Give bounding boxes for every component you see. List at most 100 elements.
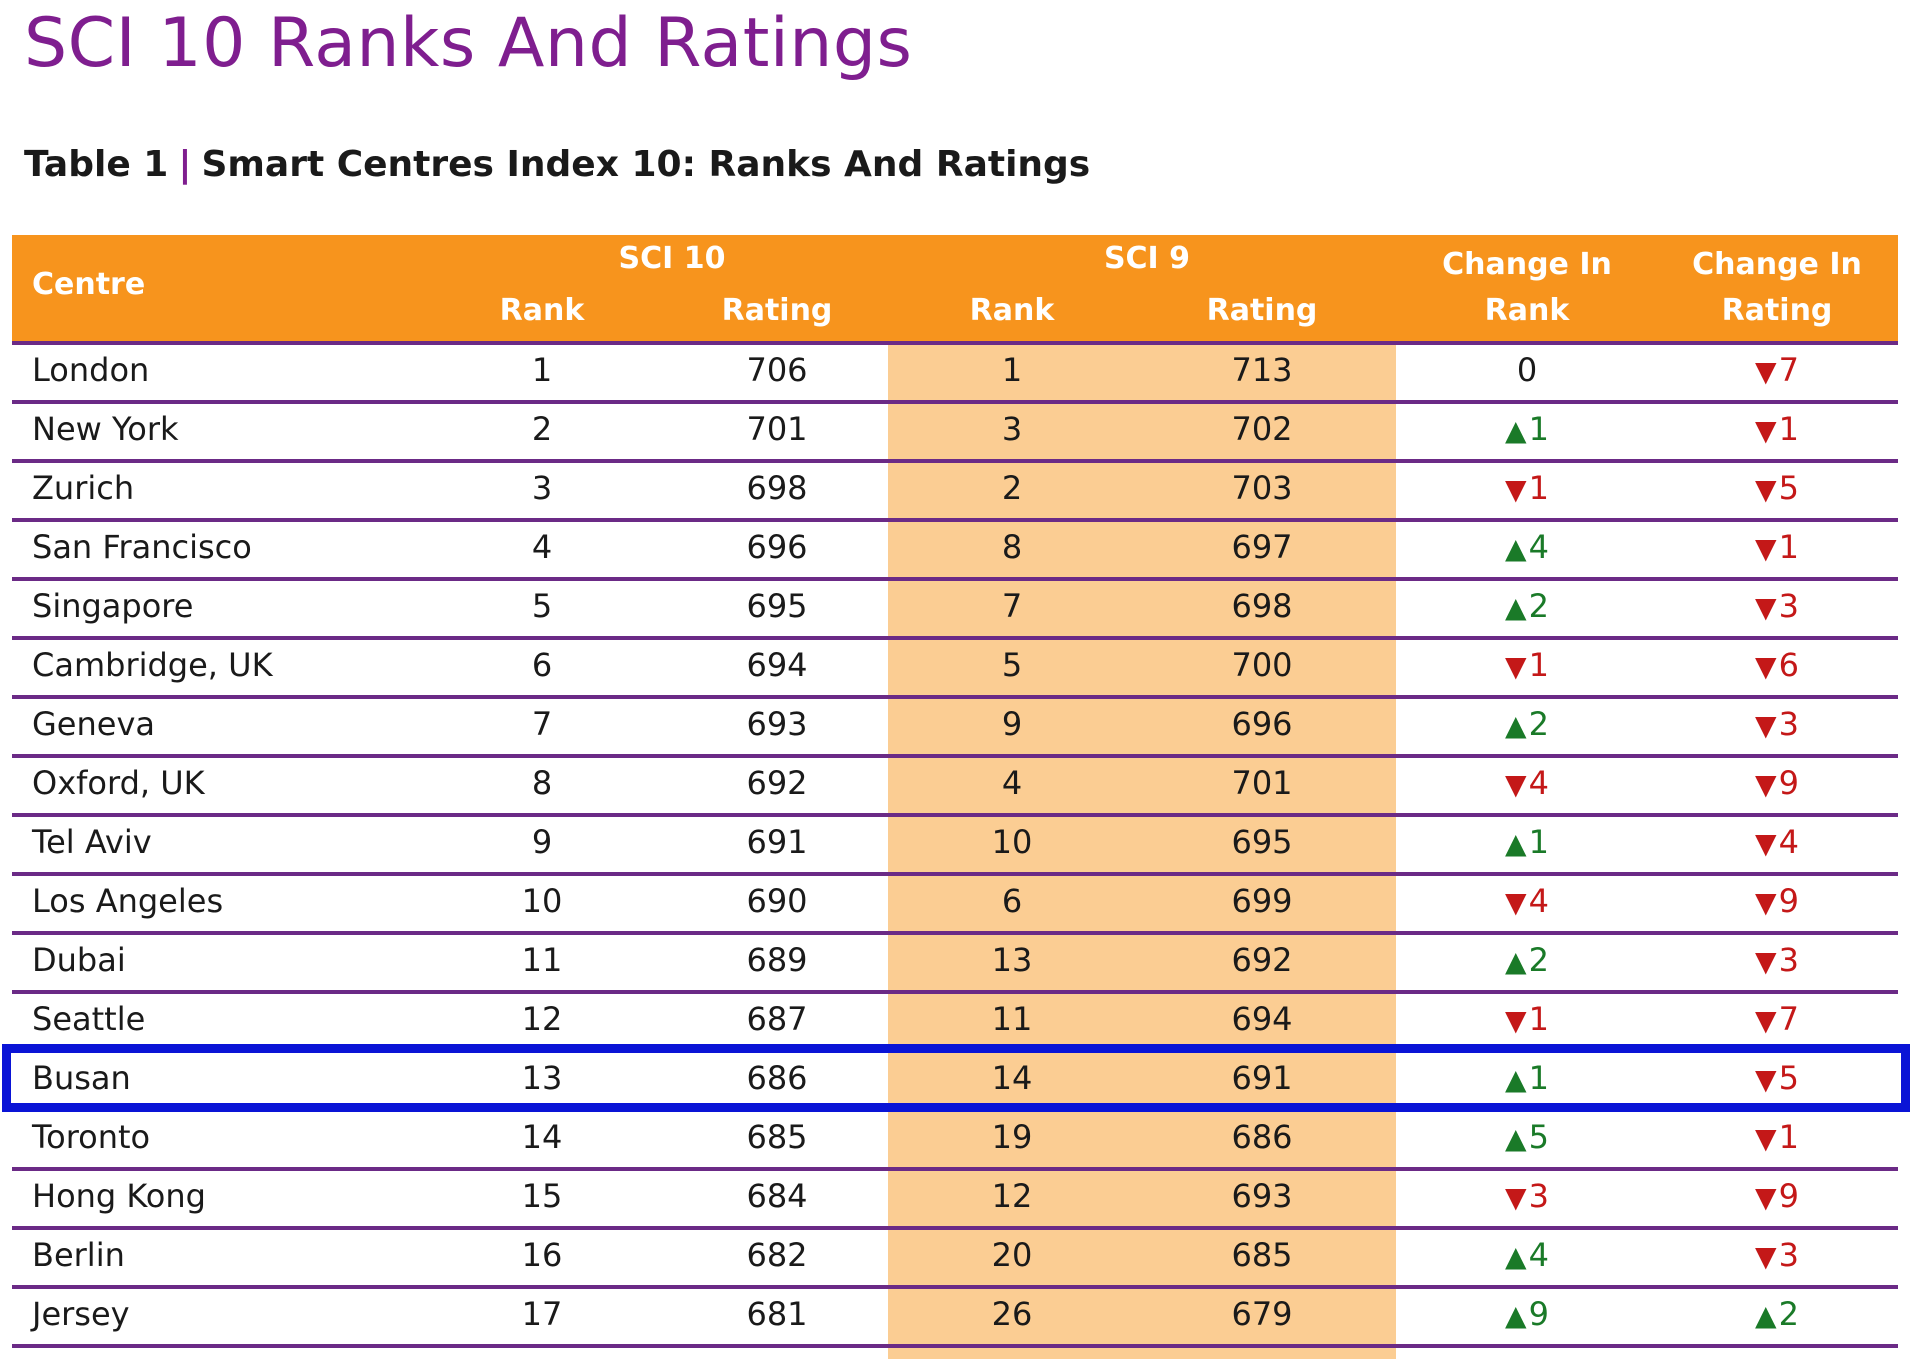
sci9-rating: 700 bbox=[1231, 646, 1293, 684]
triangle-down-icon: ▼ bbox=[1755, 827, 1777, 860]
sci9-rating: 698 bbox=[1231, 587, 1293, 625]
triangle-down-icon: ▼ bbox=[1505, 650, 1527, 683]
change-in-rating-value: 3 bbox=[1778, 1236, 1799, 1274]
header-change-rank-line2: Rank bbox=[1484, 293, 1570, 328]
triangle-down-icon: ▼ bbox=[1755, 1181, 1777, 1214]
sci9-rank: 13 bbox=[991, 941, 1033, 979]
table-row: Cambridge, UK 6 694 5 700 ▼1 ▼6 bbox=[12, 640, 1898, 699]
change-in-rating: ▼7 bbox=[1672, 1000, 1882, 1038]
sci9-rating: 697 bbox=[1231, 528, 1293, 566]
change-in-rating-value: 3 bbox=[1778, 941, 1799, 979]
change-in-rank: ▲2 bbox=[1412, 941, 1642, 979]
page-title: SCI 10 Ranks And Ratings bbox=[24, 4, 913, 83]
change-in-rank: ▼1 bbox=[1412, 1000, 1642, 1038]
change-in-rank: 0 bbox=[1412, 351, 1642, 389]
table-row: London 1 706 1 713 0 ▼7 bbox=[12, 345, 1898, 404]
triangle-down-icon: ▼ bbox=[1505, 473, 1527, 506]
sci10-rating: 706 bbox=[746, 351, 808, 389]
sci10-rating: 687 bbox=[746, 1000, 808, 1038]
triangle-down-icon: ▼ bbox=[1505, 768, 1527, 801]
sci10-rank: 9 bbox=[531, 823, 553, 861]
change-in-rank-value: 1 bbox=[1528, 1059, 1549, 1097]
sci10-rating: 681 bbox=[746, 1295, 808, 1333]
sci9-rating: 713 bbox=[1231, 351, 1293, 389]
sci9-rating: 701 bbox=[1231, 764, 1293, 802]
triangle-down-icon: ▼ bbox=[1755, 945, 1777, 978]
change-in-rank: ▲9 bbox=[1412, 1295, 1642, 1333]
triangle-down-icon: ▼ bbox=[1755, 591, 1777, 624]
sci10-rating: 698 bbox=[746, 469, 808, 507]
sci10-rank: 7 bbox=[531, 705, 553, 743]
change-in-rating: ▼4 bbox=[1672, 823, 1882, 861]
table-row: San Francisco 4 696 8 697 ▲4 ▼1 bbox=[12, 522, 1898, 581]
sci9-rank: 9 bbox=[1001, 705, 1023, 743]
sci10-rating: 691 bbox=[746, 823, 808, 861]
change-in-rank: ▲1 bbox=[1412, 823, 1642, 861]
triangle-down-icon: ▼ bbox=[1505, 1004, 1527, 1037]
change-in-rank: ▼4 bbox=[1412, 882, 1642, 920]
triangle-down-icon: ▼ bbox=[1755, 650, 1777, 683]
change-in-rating-value: 2 bbox=[1778, 1295, 1799, 1333]
row-divider bbox=[12, 695, 1898, 699]
centre-name: Seattle bbox=[32, 1000, 146, 1038]
triangle-down-icon: ▼ bbox=[1755, 1004, 1777, 1037]
sci10-rating: 686 bbox=[746, 1059, 808, 1097]
sci10-rating: 682 bbox=[746, 1236, 808, 1274]
sci10-rank: 4 bbox=[531, 528, 553, 566]
header-centre: Centre bbox=[32, 267, 146, 302]
sci9-rank: 11 bbox=[991, 1000, 1033, 1038]
centre-name: Singapore bbox=[32, 587, 194, 625]
triangle-up-icon: ▲ bbox=[1755, 1299, 1777, 1332]
row-divider bbox=[12, 1285, 1898, 1289]
table-row: Tel Aviv 9 691 10 695 ▲1 ▼4 bbox=[12, 817, 1898, 876]
triangle-down-icon: ▼ bbox=[1505, 886, 1527, 919]
change-in-rank-value: 1 bbox=[1528, 469, 1549, 507]
table-row: Los Angeles 10 690 6 699 ▼4 ▼9 bbox=[12, 876, 1898, 935]
change-in-rank-value: 2 bbox=[1528, 941, 1549, 979]
centre-name: Jersey bbox=[32, 1295, 130, 1333]
sci10-rank: 2 bbox=[531, 410, 553, 448]
header-sci9-rank: Rank bbox=[969, 293, 1055, 328]
sci9-rank: 5 bbox=[1001, 646, 1023, 684]
table-row: Geneva 7 693 9 696 ▲2 ▼3 bbox=[12, 699, 1898, 758]
table-caption: Table 1 | Smart Centres Index 10: Ranks An… bbox=[24, 144, 1090, 185]
sci10-rating: 692 bbox=[746, 764, 808, 802]
change-in-rating: ▼9 bbox=[1672, 1177, 1882, 1215]
centre-name: Tel Aviv bbox=[32, 823, 152, 861]
row-divider bbox=[12, 459, 1898, 463]
sci9-rating: 695 bbox=[1231, 823, 1293, 861]
row-divider bbox=[12, 1344, 1898, 1348]
sci10-rating: 685 bbox=[746, 1118, 808, 1156]
sci9-rating: 693 bbox=[1231, 1177, 1293, 1215]
sci10-rank: 11 bbox=[521, 941, 563, 979]
triangle-up-icon: ▲ bbox=[1505, 945, 1527, 978]
change-in-rating: ▼3 bbox=[1672, 941, 1882, 979]
sci9-rating: 691 bbox=[1231, 1059, 1293, 1097]
sci9-rank: 2 bbox=[1001, 469, 1023, 507]
change-in-rating-value: 1 bbox=[1778, 528, 1799, 566]
header-sci10-rating: Rating bbox=[721, 293, 833, 328]
row-divider bbox=[12, 1226, 1898, 1230]
change-in-rank-value: 4 bbox=[1528, 882, 1549, 920]
change-in-rank: ▲4 bbox=[1412, 1236, 1642, 1274]
centre-name: London bbox=[32, 351, 150, 389]
triangle-up-icon: ▲ bbox=[1505, 709, 1527, 742]
sci9-rank: 14 bbox=[991, 1059, 1033, 1097]
change-in-rating-value: 7 bbox=[1778, 1000, 1799, 1038]
sci9-rating: 692 bbox=[1231, 941, 1293, 979]
sci9-rating: 685 bbox=[1231, 1236, 1293, 1274]
change-in-rank-value: 5 bbox=[1528, 1118, 1549, 1156]
sci9-rank: 1 bbox=[1001, 351, 1023, 389]
table-row: Toronto 14 685 19 686 ▲5 ▼1 bbox=[12, 1112, 1898, 1171]
sci9-rating: 703 bbox=[1231, 469, 1293, 507]
change-in-rating-value: 6 bbox=[1778, 646, 1799, 684]
triangle-down-icon: ▼ bbox=[1505, 1181, 1527, 1214]
table-row: Berlin 16 682 20 685 ▲4 ▼3 bbox=[12, 1230, 1898, 1289]
table-row: Jersey 17 681 26 679 ▲9 ▲2 bbox=[12, 1289, 1898, 1348]
change-in-rating: ▼6 bbox=[1672, 646, 1882, 684]
change-in-rating-value: 4 bbox=[1778, 823, 1799, 861]
change-in-rating-value: 9 bbox=[1778, 882, 1799, 920]
change-in-rating-value: 5 bbox=[1778, 469, 1799, 507]
sci9-rank: 3 bbox=[1001, 410, 1023, 448]
sci9-rating: 696 bbox=[1231, 705, 1293, 743]
